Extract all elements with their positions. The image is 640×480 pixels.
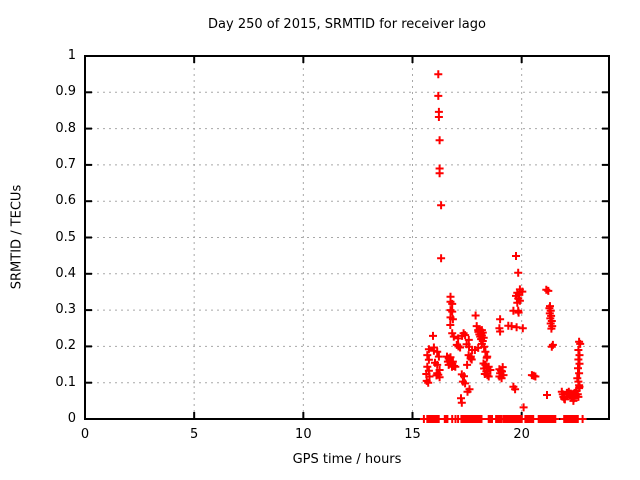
y-tick-label: 0.7 [55, 156, 76, 172]
x-axis-label: GPS time / hours [292, 452, 402, 467]
x-tick-label: 5 [190, 427, 199, 442]
chart-title: Day 250 of 2015, SRMTID for receiver lag… [208, 17, 486, 32]
y-tick-label: 1 [67, 48, 76, 63]
y-tick-label: 0.4 [55, 265, 76, 281]
y-tick-label: 0.6 [55, 193, 76, 209]
y-tick-label: 0.2 [55, 338, 76, 354]
y-tick-label: 0.9 [55, 84, 76, 100]
y-tick-label: 0.8 [55, 120, 76, 136]
y-tick-label: 0.5 [55, 229, 76, 245]
x-tick-label: 20 [513, 427, 530, 442]
x-tick-label: 0 [80, 427, 90, 442]
y-tick-label: 0.1 [55, 374, 76, 390]
data-points [419, 70, 587, 423]
x-tick-label: 15 [404, 427, 421, 442]
y-tick-label: 0 [67, 411, 76, 426]
y-tick-label: 0.3 [55, 302, 76, 318]
x-tick-label: 10 [295, 427, 312, 442]
